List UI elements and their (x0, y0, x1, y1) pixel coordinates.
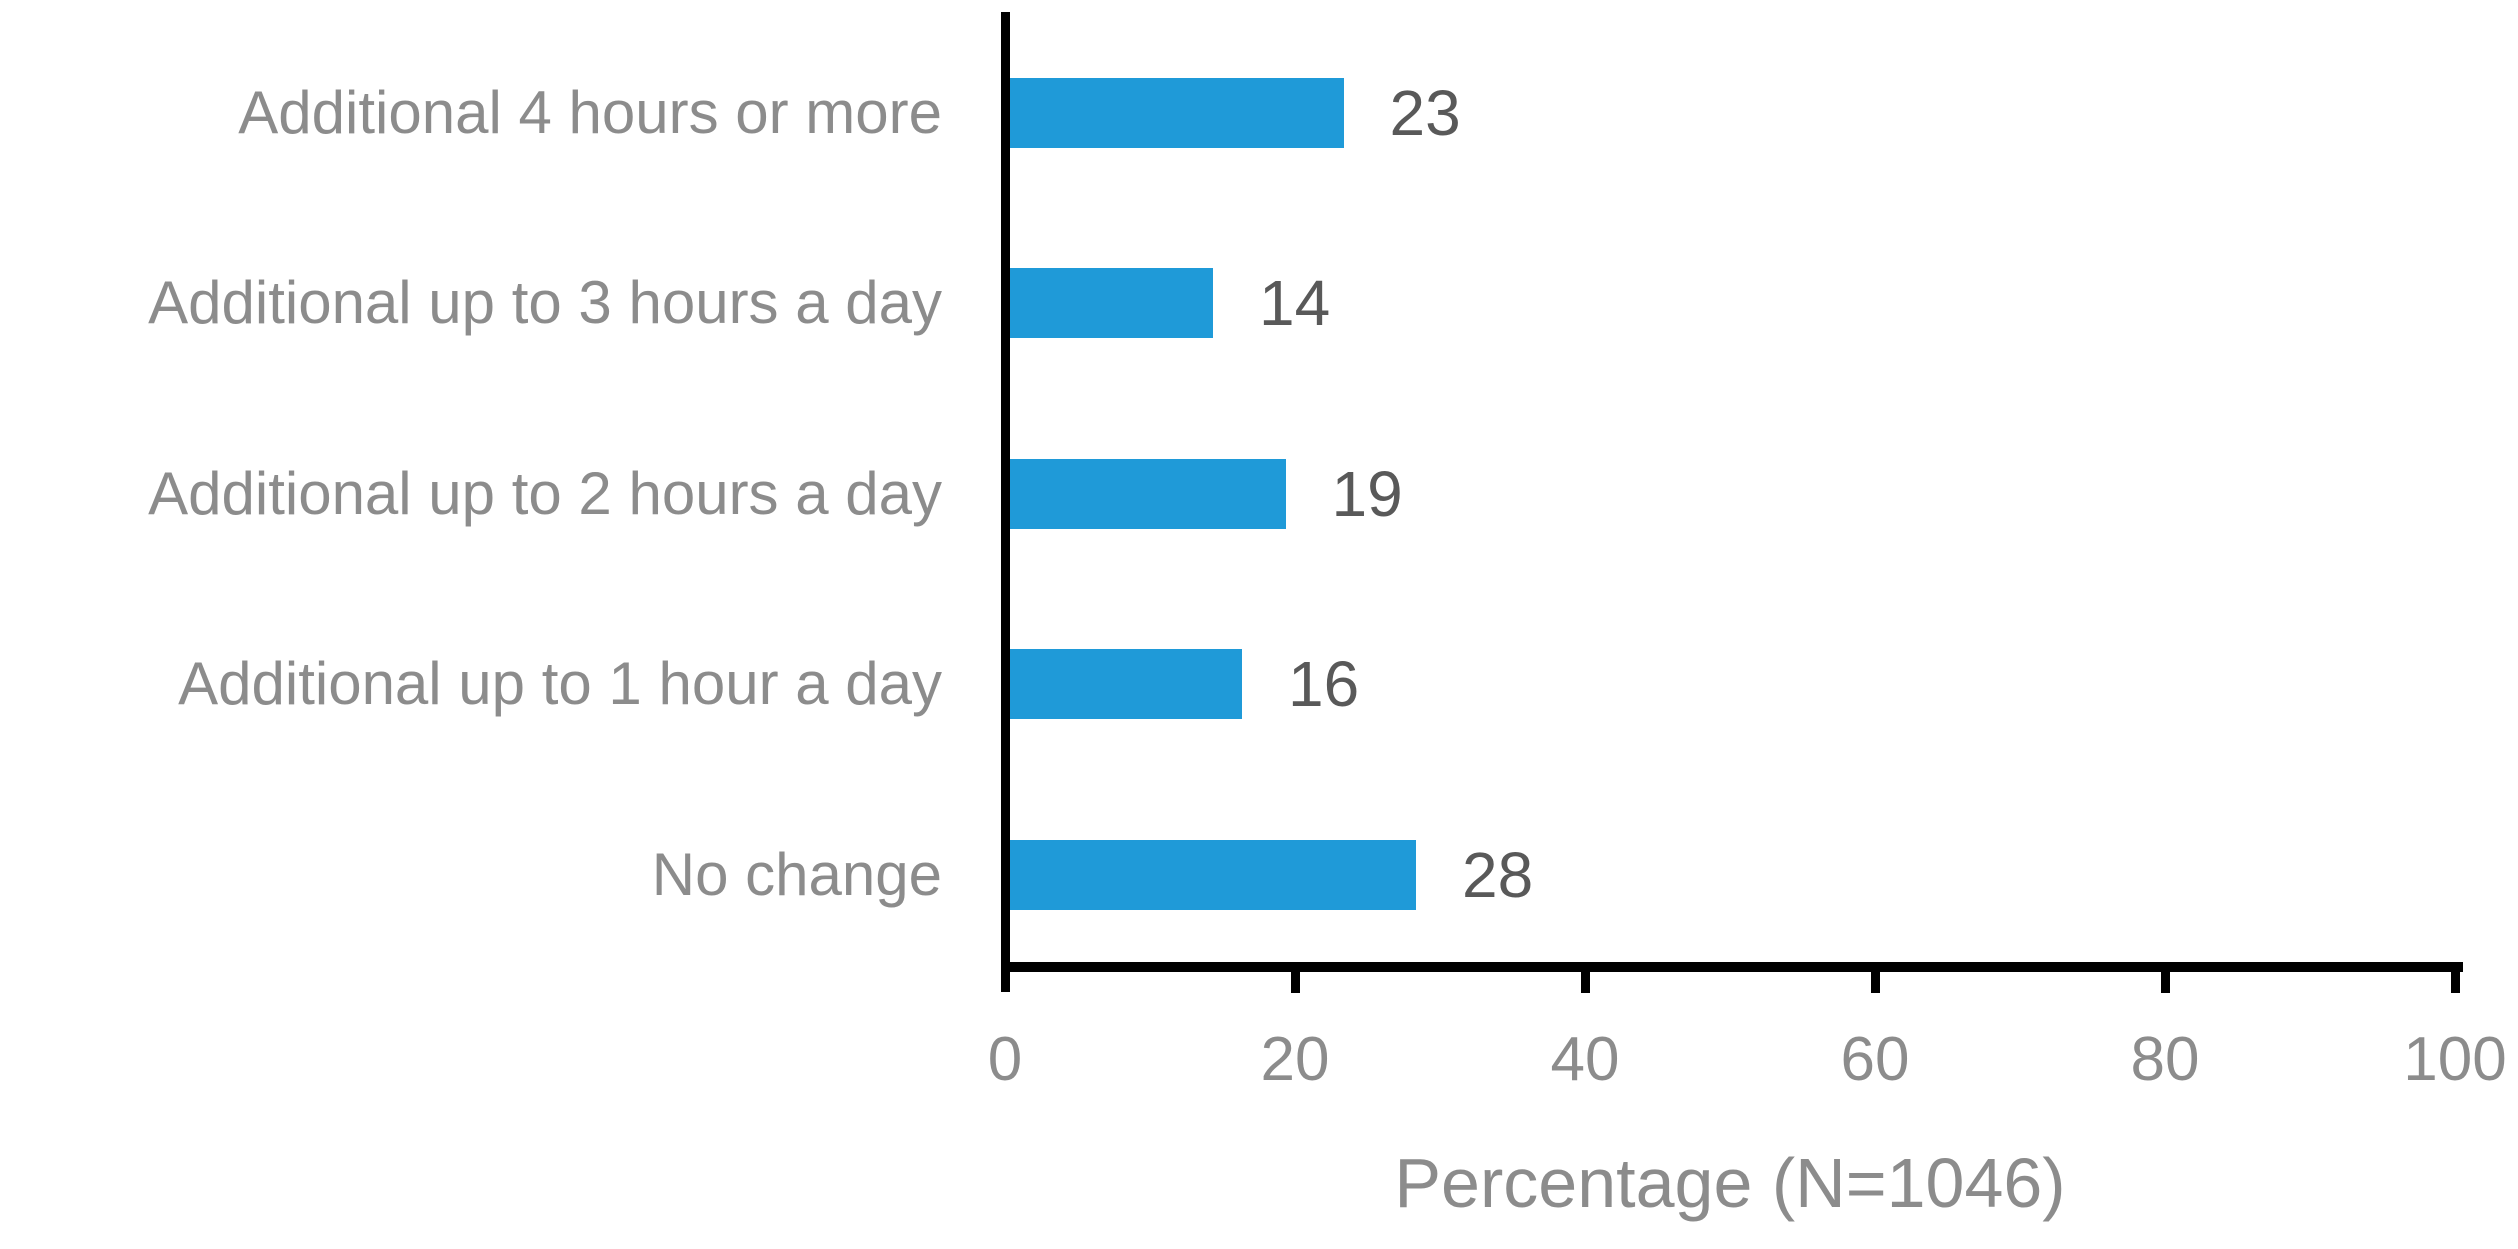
value-label: 14 (1259, 267, 1331, 340)
bar (1010, 268, 1213, 339)
x-axis-title: Percentage (N=1046) (1394, 1144, 2066, 1222)
bar (1010, 78, 1344, 148)
bar (1010, 458, 1286, 529)
value-label: 19 (1331, 457, 1403, 530)
category-label: No change (651, 840, 942, 908)
y-axis (1001, 12, 1010, 992)
category-label: Additional up to 1 hour a day (178, 650, 942, 718)
bar (1010, 839, 1416, 910)
x-axis (1001, 962, 2463, 972)
category-label: Additional 4 hours or more (238, 79, 942, 146)
x-axis-tick (1580, 967, 1590, 993)
x-axis-tick-label: 60 (1840, 1025, 1910, 1094)
category-label: Additional up to 3 hours a day (148, 269, 942, 337)
x-axis-tick-label: 20 (1260, 1025, 1330, 1094)
x-axis-tick (1870, 967, 1880, 993)
x-axis-tick-label: 80 (2130, 1025, 2200, 1094)
bar (1010, 649, 1242, 720)
value-label: 16 (1288, 648, 1360, 721)
value-label: 23 (1389, 77, 1461, 149)
x-axis-tick (2450, 967, 2460, 993)
x-axis-tick-label: 100 (2403, 1025, 2507, 1094)
x-axis-tick (2160, 967, 2170, 993)
x-axis-tick (1290, 967, 1300, 993)
x-axis-tick-label: 40 (1550, 1025, 1620, 1094)
x-axis-tick-label: 0 (987, 1025, 1023, 1094)
category-label: Additional up to 2 hours a day (148, 459, 942, 527)
value-label: 28 (1462, 838, 1534, 911)
